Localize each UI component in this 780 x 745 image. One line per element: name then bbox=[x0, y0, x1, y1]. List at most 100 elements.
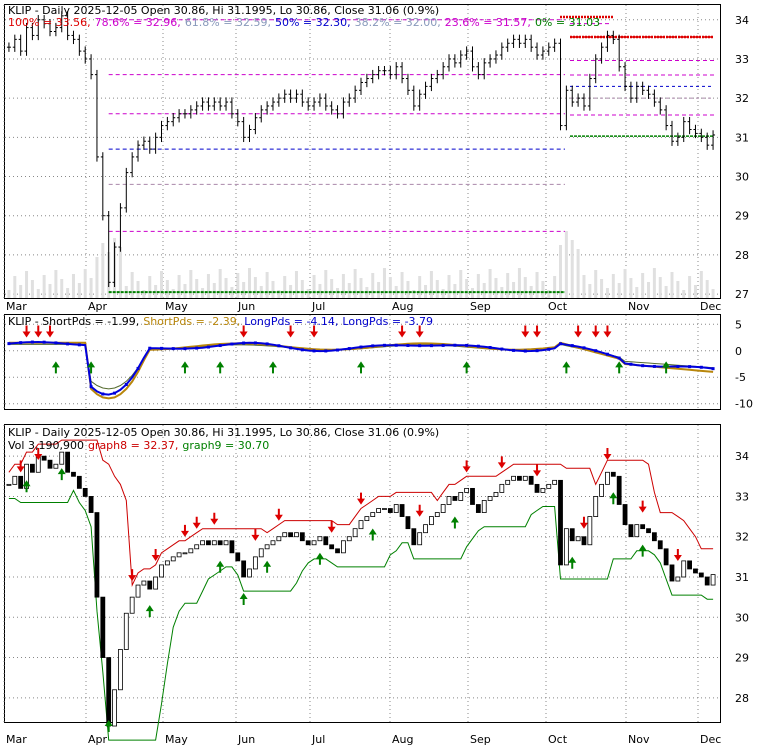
candle bbox=[188, 548, 194, 554]
sell-arrow bbox=[415, 504, 424, 517]
long-period-dot bbox=[54, 341, 58, 345]
candle bbox=[100, 596, 106, 658]
volume-bar bbox=[36, 289, 40, 298]
x-tick-label: Dec bbox=[700, 300, 721, 313]
price-bars-lower bbox=[6, 451, 716, 727]
x-tick-label: Jul bbox=[311, 733, 325, 745]
long-period-dot bbox=[277, 344, 281, 348]
candle bbox=[41, 455, 47, 461]
sell-arrow bbox=[22, 325, 31, 338]
long-period-dot bbox=[195, 346, 199, 350]
legend-item: LongPds = -3.79 bbox=[342, 315, 433, 328]
long-period-dot bbox=[300, 348, 304, 352]
volume-bar bbox=[506, 273, 510, 298]
x-tick-label: Jul bbox=[311, 300, 325, 313]
long-period-dot bbox=[253, 341, 257, 345]
candle bbox=[464, 487, 470, 493]
candle bbox=[311, 540, 317, 546]
volume-bar bbox=[25, 271, 29, 298]
candle bbox=[112, 689, 117, 727]
volume-bar bbox=[617, 283, 621, 298]
fibonacci-lines bbox=[108, 15, 714, 294]
volume-bar bbox=[148, 276, 152, 298]
sell-arrow bbox=[151, 549, 160, 561]
candle bbox=[252, 556, 258, 570]
sell-arrow bbox=[286, 325, 295, 338]
x-tick-label: Sep bbox=[470, 300, 491, 313]
buy-arrow bbox=[57, 468, 66, 481]
volume-bar bbox=[693, 285, 697, 298]
candle bbox=[335, 548, 340, 554]
long-period-dot bbox=[124, 382, 128, 386]
candle bbox=[135, 584, 141, 598]
sell-arrow bbox=[574, 325, 583, 338]
candle bbox=[88, 496, 94, 513]
volume-bar bbox=[394, 286, 398, 298]
volume-bar bbox=[212, 283, 216, 298]
volume-bar bbox=[429, 271, 433, 298]
volume-bar bbox=[435, 280, 439, 298]
volume-bar bbox=[418, 276, 422, 298]
volume-bar bbox=[564, 231, 568, 298]
price-panel-frame bbox=[4, 4, 721, 299]
candle bbox=[681, 560, 687, 578]
candle bbox=[593, 496, 599, 517]
candle bbox=[640, 524, 646, 530]
legend-item: graph9 = 30.70 bbox=[182, 439, 269, 452]
sell-arrow bbox=[34, 448, 43, 460]
long-period-dot bbox=[476, 344, 480, 348]
stops-x-labels: Mar Apr May Jun Jul Aug Sep Oct Nov Dec bbox=[6, 733, 721, 745]
long-period-dot bbox=[19, 341, 23, 345]
volume-bar bbox=[371, 273, 375, 298]
long-period-dot bbox=[688, 365, 692, 369]
buy-arrow bbox=[239, 593, 248, 605]
candle bbox=[417, 532, 423, 546]
candle bbox=[657, 540, 663, 550]
volume-bar bbox=[224, 278, 228, 298]
candle bbox=[411, 528, 417, 546]
volume-bar bbox=[559, 245, 563, 298]
buy-arrow bbox=[662, 361, 671, 374]
volume-bar bbox=[600, 279, 604, 298]
sell-arrow bbox=[210, 512, 219, 525]
volume-bar bbox=[447, 275, 451, 298]
candle bbox=[399, 504, 405, 517]
candle bbox=[329, 544, 335, 550]
sell-arrow bbox=[34, 325, 43, 338]
volume-bar bbox=[400, 272, 404, 298]
long-period-dot bbox=[617, 356, 621, 360]
volume-bar bbox=[19, 285, 23, 298]
candle bbox=[546, 483, 552, 489]
legend-item: 100% = 33.56, bbox=[8, 16, 91, 29]
sell-arrow bbox=[327, 520, 336, 533]
candle bbox=[358, 520, 364, 530]
long-period-dot bbox=[218, 344, 222, 348]
candle bbox=[687, 560, 692, 570]
candle bbox=[229, 540, 235, 554]
volume-bar bbox=[195, 279, 199, 298]
candle bbox=[164, 560, 170, 566]
volume-bar bbox=[676, 281, 680, 298]
candle bbox=[76, 475, 82, 489]
volume-bar bbox=[183, 284, 187, 298]
volume-bar bbox=[42, 275, 46, 298]
candle bbox=[511, 475, 516, 481]
sell-arrow bbox=[239, 325, 248, 338]
volume-bar bbox=[377, 282, 381, 298]
candle bbox=[370, 512, 376, 517]
long-period-dot bbox=[42, 340, 46, 344]
buy-arrow bbox=[638, 544, 647, 557]
volume-bar bbox=[658, 277, 662, 298]
volume-bar bbox=[142, 290, 146, 298]
x-tick-label: Apr bbox=[88, 733, 108, 745]
candle bbox=[423, 524, 428, 534]
candle bbox=[258, 548, 264, 558]
candle bbox=[223, 540, 229, 546]
candle bbox=[493, 492, 499, 497]
oscillator-panel-frame bbox=[4, 314, 721, 410]
long-period-dot bbox=[324, 349, 328, 353]
sell-arrow bbox=[521, 325, 530, 338]
long-period-dot bbox=[289, 346, 293, 350]
long-period-dot bbox=[594, 349, 598, 353]
legend-item: 0% = 31.03 bbox=[535, 16, 600, 29]
